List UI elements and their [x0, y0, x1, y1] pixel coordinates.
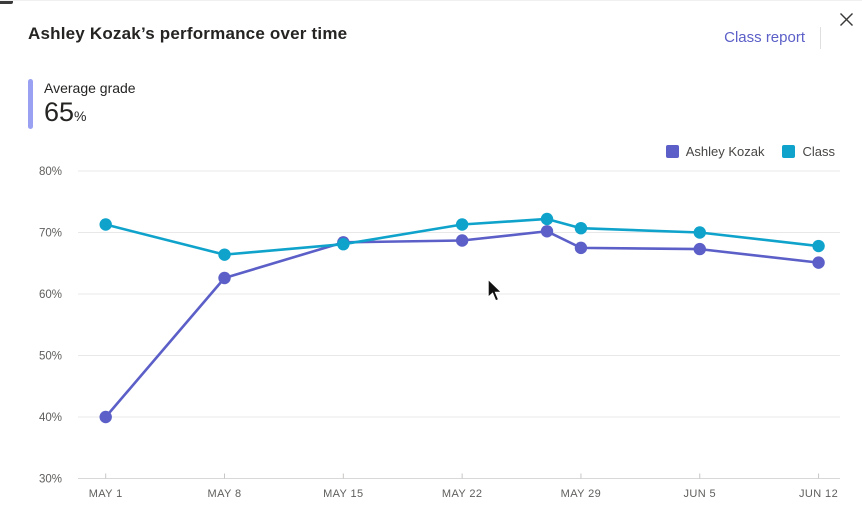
y-axis-label: 80% [39, 166, 62, 178]
y-axis-label: 60% [39, 289, 62, 301]
y-axis-label: 50% [39, 351, 62, 363]
data-point[interactable] [574, 241, 588, 255]
average-grade-stat: Average grade 65 % [28, 79, 136, 129]
stat-value: 65 [44, 97, 75, 127]
x-axis-label: MAY 15 [323, 488, 364, 500]
data-point[interactable] [540, 225, 554, 238]
data-point[interactable] [693, 242, 706, 256]
stat-label: Average grade [44, 80, 136, 96]
data-point[interactable] [99, 410, 112, 424]
legend-item-class[interactable]: Class [782, 144, 835, 159]
data-point[interactable] [455, 234, 469, 247]
data-point[interactable] [99, 218, 112, 231]
x-axis-label: MAY 29 [561, 488, 602, 500]
x-axis-label: MAY 1 [89, 488, 123, 500]
series-line [104, 229, 820, 419]
x-axis-label: JUN 12 [799, 488, 838, 500]
data-point[interactable] [337, 237, 350, 251]
header-divider [820, 27, 821, 49]
class-report-link[interactable]: Class report [724, 29, 805, 46]
x-axis-label: MAY 8 [208, 488, 242, 500]
y-axis-label: 70% [39, 228, 62, 240]
data-point[interactable] [812, 239, 825, 253]
stat-unit: % [74, 108, 87, 124]
close-icon [839, 12, 853, 26]
legend-swatch-purple [665, 145, 679, 158]
legend-label: Class [802, 144, 835, 159]
legend-label: Ashley Kozak [685, 144, 765, 159]
x-axis-label: MAY 22 [442, 488, 483, 500]
close-button[interactable] [833, 6, 859, 32]
page-title: Ashley Kozak’s performance over time [28, 24, 348, 43]
data-point[interactable] [540, 212, 554, 226]
legend-item-ashley[interactable]: Ashley Kozak [665, 144, 765, 159]
data-point[interactable] [574, 221, 588, 235]
series-line [104, 217, 820, 256]
data-point[interactable] [218, 248, 231, 261]
y-axis-label: 40% [39, 412, 62, 424]
chart-legend: Ashley Kozak Class [665, 144, 835, 159]
legend-swatch-teal [782, 145, 796, 158]
data-point[interactable] [693, 226, 706, 239]
data-point[interactable] [218, 271, 231, 285]
y-axis-label: 30% [39, 474, 62, 486]
screen-corner-artifact [0, 1, 13, 4]
stat-accent-bar [28, 79, 33, 129]
data-point[interactable] [455, 218, 469, 231]
x-axis-label: JUN 5 [683, 488, 716, 500]
data-point[interactable] [812, 256, 825, 269]
